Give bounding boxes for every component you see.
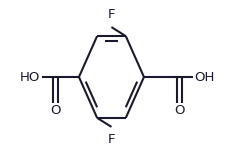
Text: O: O [174, 104, 185, 117]
Text: F: F [108, 8, 115, 22]
Text: O: O [50, 104, 61, 117]
Text: F: F [108, 132, 115, 146]
Text: OH: OH [195, 71, 215, 83]
Text: HO: HO [20, 71, 40, 83]
